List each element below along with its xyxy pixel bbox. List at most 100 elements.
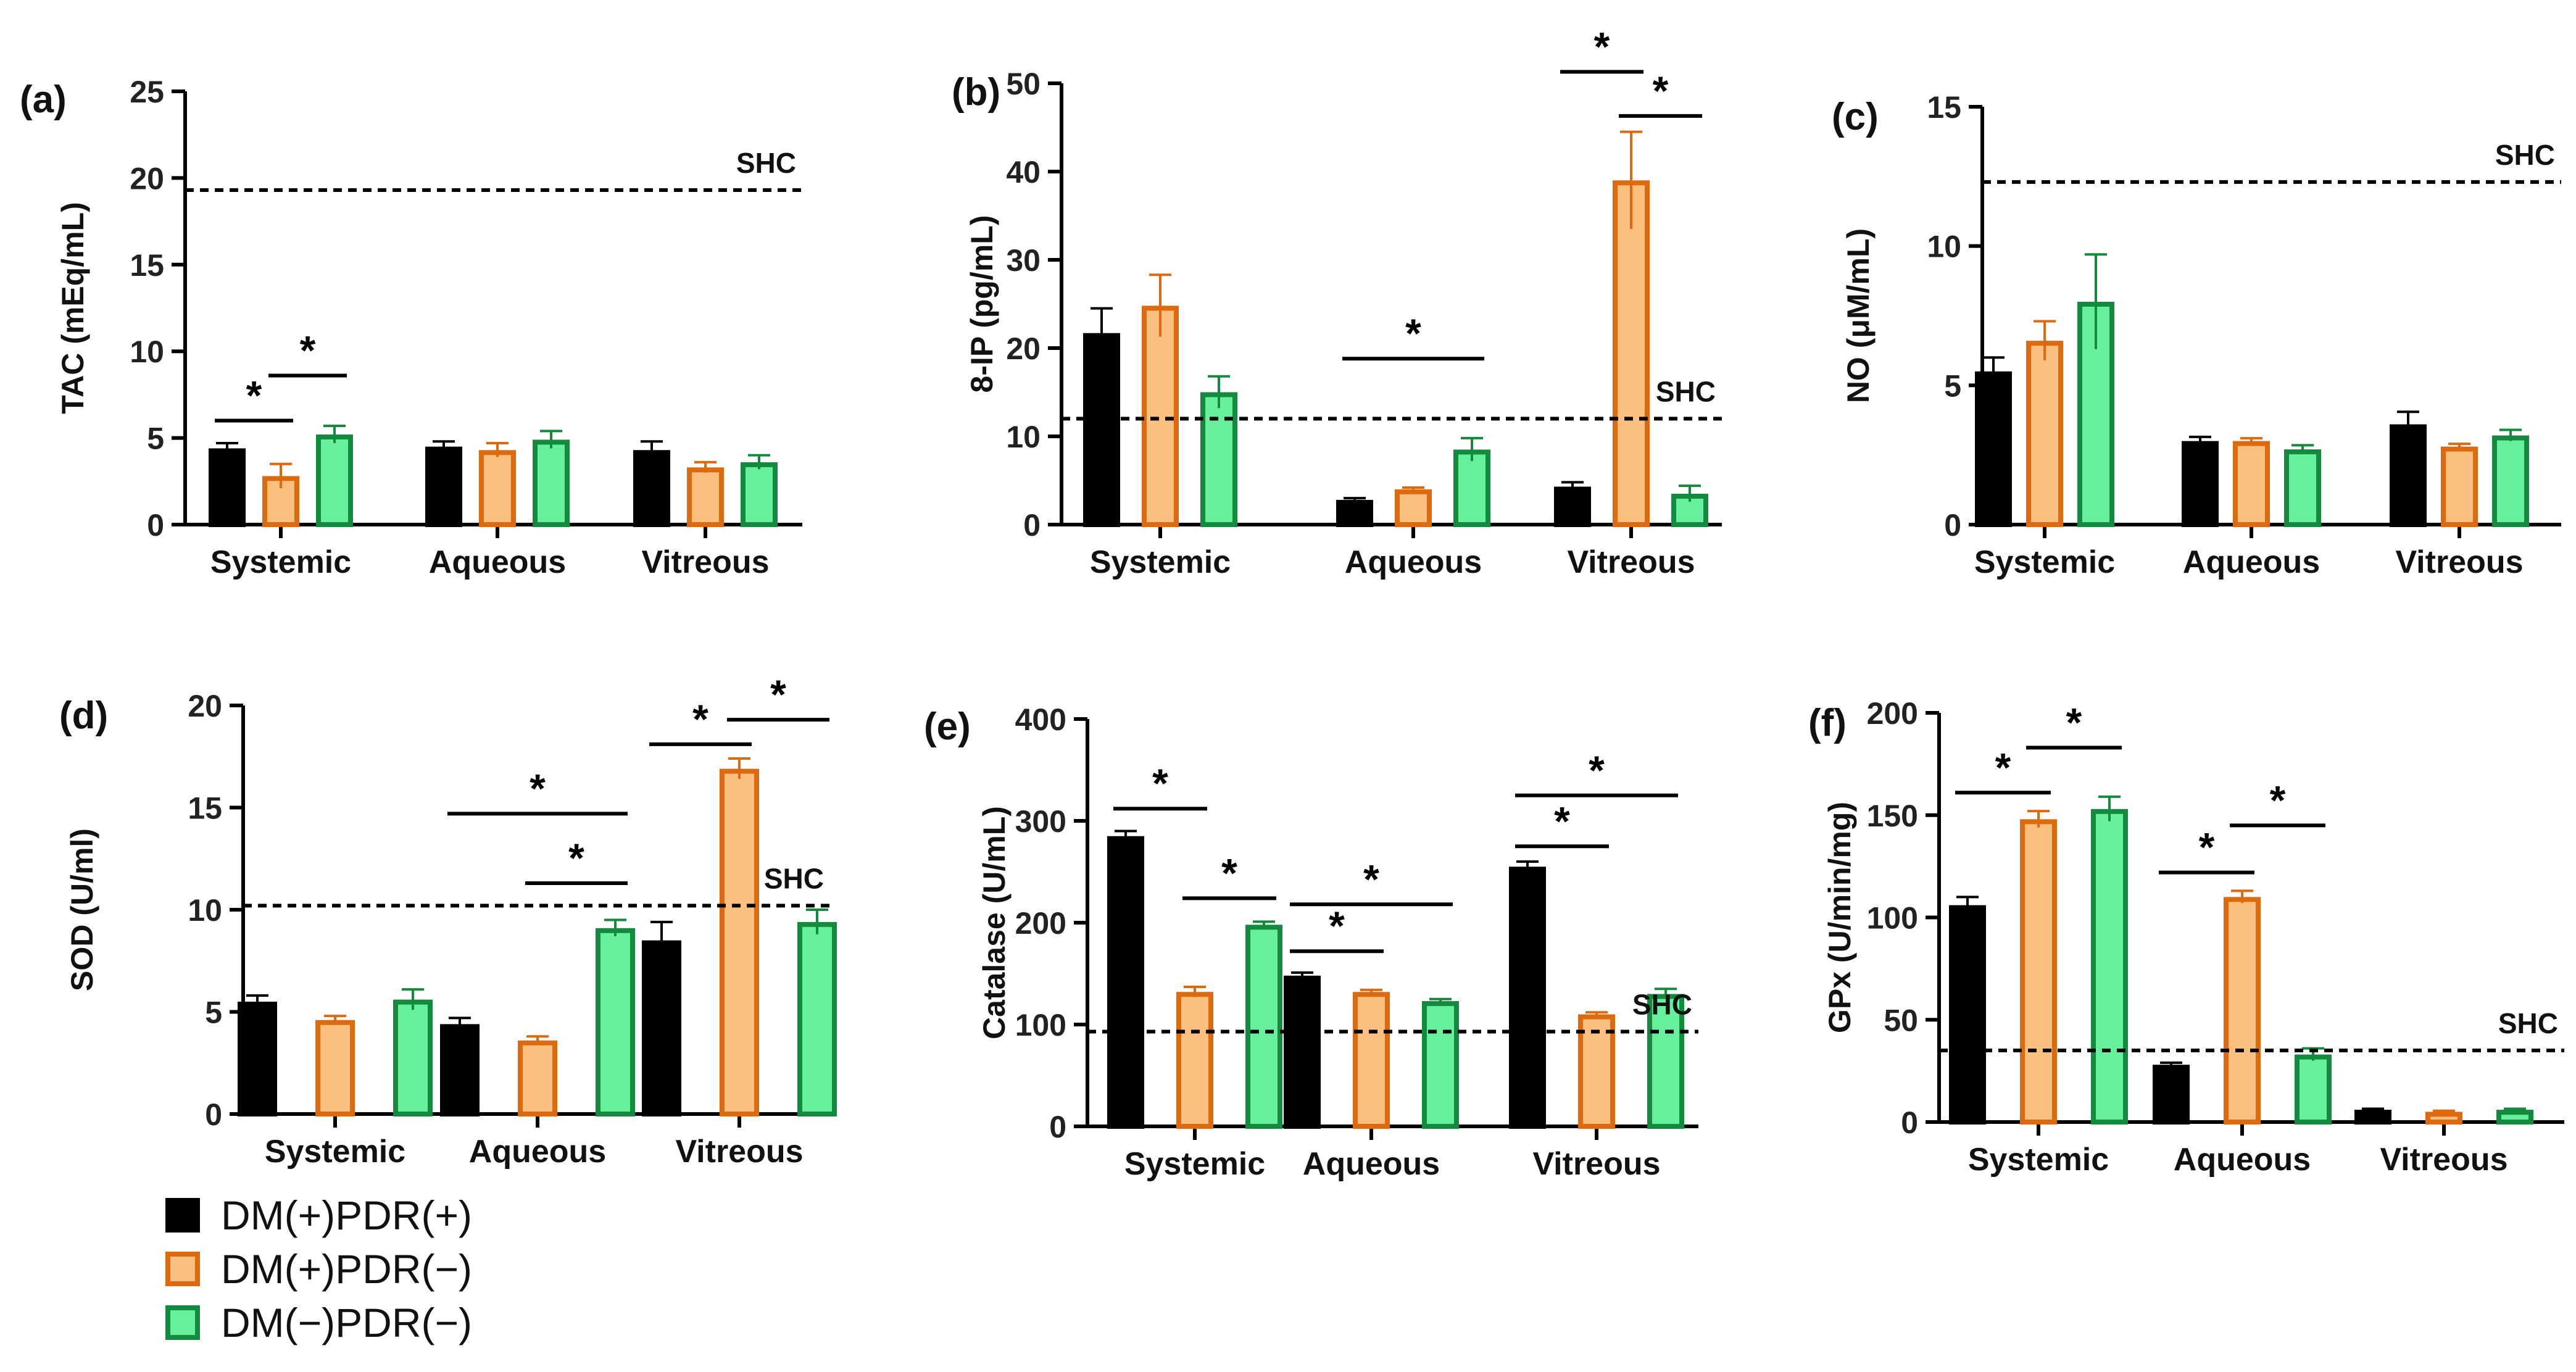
bar-2 [2224,897,2261,1125]
y-tick-label: 30 [1006,243,1041,278]
legend-label: DM(+)PDR(−) [221,1245,472,1292]
y-tick-label: 25 [130,75,164,109]
panel-label: (d) [59,694,108,737]
bar-3 [1200,392,1237,527]
y-tick-label: 200 [1867,696,1918,731]
bar-1 [1509,867,1546,1129]
y-tick-label: 0 [205,1097,222,1132]
bar-3 [2492,435,2529,527]
x-tick-label: Vitreous [2395,544,2523,580]
y-tick-label: 0 [147,508,164,543]
bar-3 [1422,1001,1459,1129]
y-tick-label: 0 [1023,508,1041,543]
bar-3 [2091,809,2128,1125]
bar-2 [2026,341,2063,527]
x-tick-label: Systemic [1968,1142,2109,1178]
bar-3 [393,999,433,1117]
bar-1 [2354,1110,2391,1125]
y-tick-label: 300 [1015,804,1066,839]
significance-star: * [1594,23,1610,69]
legend-label: DM(+)PDR(+) [221,1192,472,1238]
bar-1 [1284,975,1321,1129]
x-tick-label: Systemic [1974,544,2115,580]
y-axis-label: SOD (U/ml) [65,828,99,991]
panel-f: (f) 0 50 100 150 200 GPx (U/min/mg) Systemic Aqu… [1808,696,2564,1178]
panel-b: (b) 0 10 20 30 40 50 8-IP (pg/mL) Systemic Aqueou… [952,23,1722,580]
y-tick-label: 50 [1006,67,1041,101]
reference-label: SHC [1656,375,1716,407]
legend-item: DM(−)PDR(−) [165,1295,472,1349]
x-tick-label: Systemic [210,544,351,580]
x-tick-label: Vitreous [1532,1146,1660,1182]
reference-label: SHC [736,147,796,179]
y-tick-label: 20 [130,161,164,196]
y-axis-label: GPx (U/min/mg) [1822,802,1857,1033]
legend-swatch-group-2 [165,1251,200,1286]
bar-1 [2182,441,2219,527]
reference-label: SHC [2498,1007,2558,1039]
y-axis-label: 8-IP (pg/mL) [965,215,999,393]
bar-2 [2233,441,2270,527]
y-tick-label: 10 [1006,420,1041,454]
y-tick-label: 20 [1006,331,1041,366]
y-tick-label: 15 [1927,90,1961,125]
y-tick-label: 200 [1015,906,1066,941]
bar-3 [797,921,837,1116]
significance-star: * [568,835,584,881]
x-tick-label: Aqueous [2174,1142,2311,1178]
bar-1 [1554,486,1591,528]
x-tick-label: Vitreous [1567,544,1695,580]
y-tick-label: 10 [130,335,164,369]
bar-2 [1578,1014,1615,1129]
y-tick-label: 10 [188,893,222,928]
bar-1 [1949,905,1986,1125]
significance-star: * [770,671,786,717]
significance-star: * [2066,699,2082,745]
y-tick-label: 40 [1006,155,1041,189]
legend-item: DM(+)PDR(+) [165,1188,472,1242]
bar-3 [533,439,570,528]
y-tick-label: 0 [1944,508,1961,543]
significance-star: * [1554,798,1570,844]
panel-label: (b) [952,71,1000,114]
x-tick-label: Systemic [265,1134,405,1170]
bar-2 [1613,180,1650,527]
y-tick-label: 5 [205,996,222,1030]
bar-3 [1453,449,1490,528]
bar-1 [633,450,670,527]
bar-3 [741,462,778,527]
panel-label: (c) [1832,96,1879,138]
x-tick-label: Systemic [1124,1146,1265,1182]
bar-1 [1083,333,1120,527]
bar-2 [720,768,759,1116]
bar-2 [479,450,516,527]
bar-3 [316,434,353,528]
significance-star: * [1221,850,1237,896]
legend-swatch-group-1 [165,1197,200,1233]
legend: DM(+)PDR(+) DM(+)PDR(−) DM(−)PDR(−) [165,1188,472,1349]
bar-1 [425,446,462,528]
y-tick-label: 400 [1015,702,1066,737]
reference-label: SHC [764,862,824,894]
bar-1 [440,1024,480,1116]
bar-2 [687,467,724,527]
bar-3 [2295,1054,2332,1125]
reference-label: SHC [2495,139,2555,171]
significance-star: * [1329,903,1345,949]
x-tick-label: Aqueous [429,544,566,580]
significance-star: * [2270,777,2286,823]
bar-1 [238,1001,277,1116]
y-tick-label: 50 [1884,1003,1918,1037]
bar-3 [596,928,635,1117]
bar-3 [1245,925,1282,1129]
x-tick-label: Aqueous [1303,1146,1440,1182]
significance-star: * [1995,744,2011,790]
panel-label: (f) [1808,702,1847,744]
bar-3 [2496,1110,2533,1125]
y-axis-label: NO (μM/mL) [1841,228,1876,403]
x-tick-label: Vitreous [641,544,769,580]
panel-label: (e) [924,705,971,748]
significance-star: * [692,696,708,742]
x-tick-label: Vitreous [2380,1142,2507,1178]
